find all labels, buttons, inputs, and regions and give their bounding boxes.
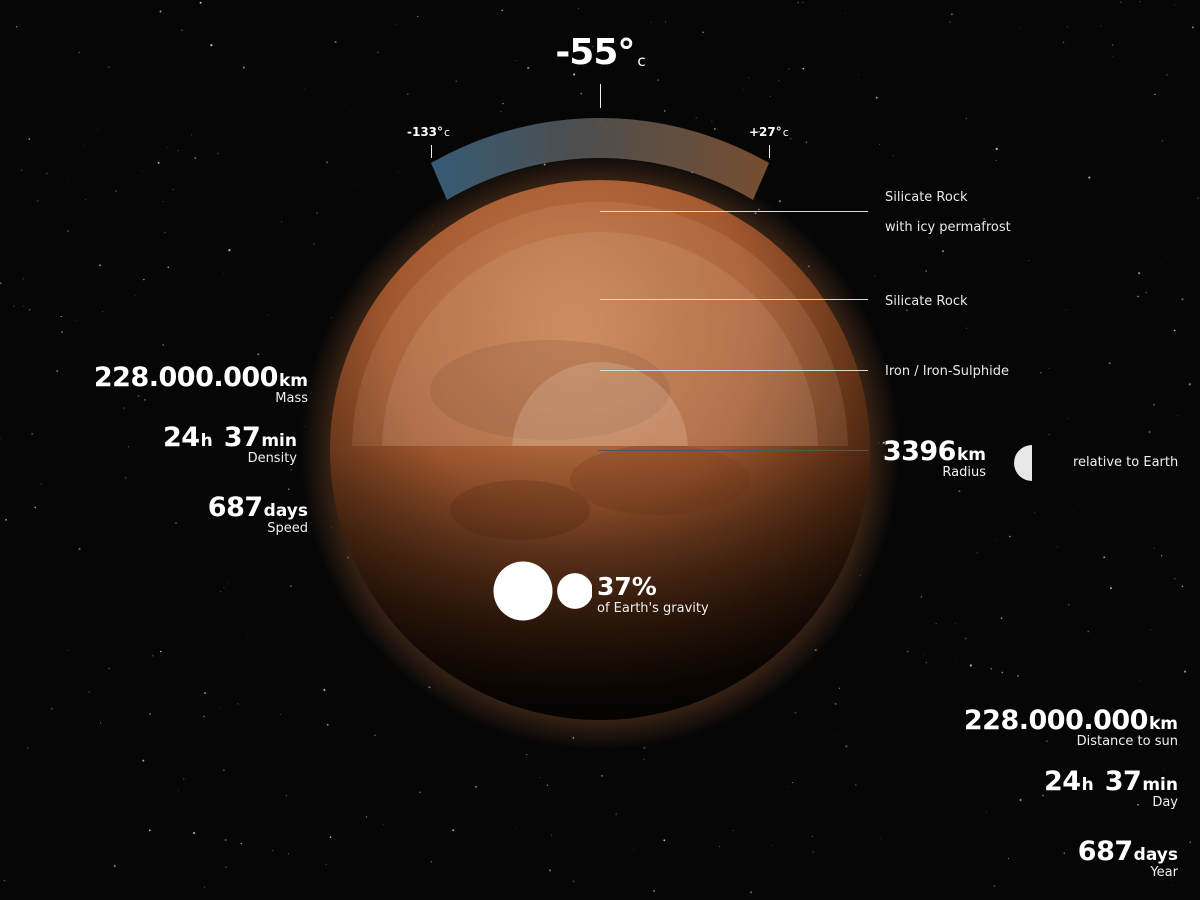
avg-temperature-tick <box>600 84 601 108</box>
layer-line-mantle <box>600 299 868 300</box>
stat-radius: 3396km Radius <box>882 436 986 480</box>
temperature-arc <box>431 118 769 200</box>
layer-line-core <box>600 370 868 371</box>
max-temperature-tick <box>769 145 770 158</box>
avg-temperature: -55° c <box>555 32 645 73</box>
stat-year: 687days Year <box>1077 836 1178 880</box>
layer-cross-section <box>352 202 848 446</box>
gravity-info: 37% of Earth's gravity <box>597 572 709 616</box>
stat-density: 24h 37min Density <box>162 422 297 466</box>
stat-mass: 228.000.000km Mass <box>93 362 308 406</box>
stat-speed: 687days Speed <box>207 492 308 536</box>
layer-label-mantle: Silicate Rock <box>885 294 968 309</box>
layer-label-core: Iron / Iron-Sulphide <box>885 364 1009 379</box>
relative-to-earth-label: relative to Earth <box>1073 455 1179 470</box>
max-temperature: +27°c <box>749 125 789 139</box>
radius-line <box>598 450 868 451</box>
gravity-label: of Earth's gravity <box>597 601 709 616</box>
layer-line-crust <box>600 211 868 212</box>
gravity-comparison-icon <box>493 561 592 621</box>
earth-size-half-circle <box>1014 445 1032 481</box>
layer-label-crust: Silicate Rock with icy permafrost <box>885 190 1011 235</box>
stat-distance-to-sun: 228.000.000km Distance to sun <box>963 705 1178 749</box>
stat-day: 24h 37min Day <box>1043 766 1178 810</box>
gravity-value: 37% <box>597 572 657 601</box>
min-temperature-tick <box>431 145 432 158</box>
min-temperature: -133°c <box>407 125 451 139</box>
